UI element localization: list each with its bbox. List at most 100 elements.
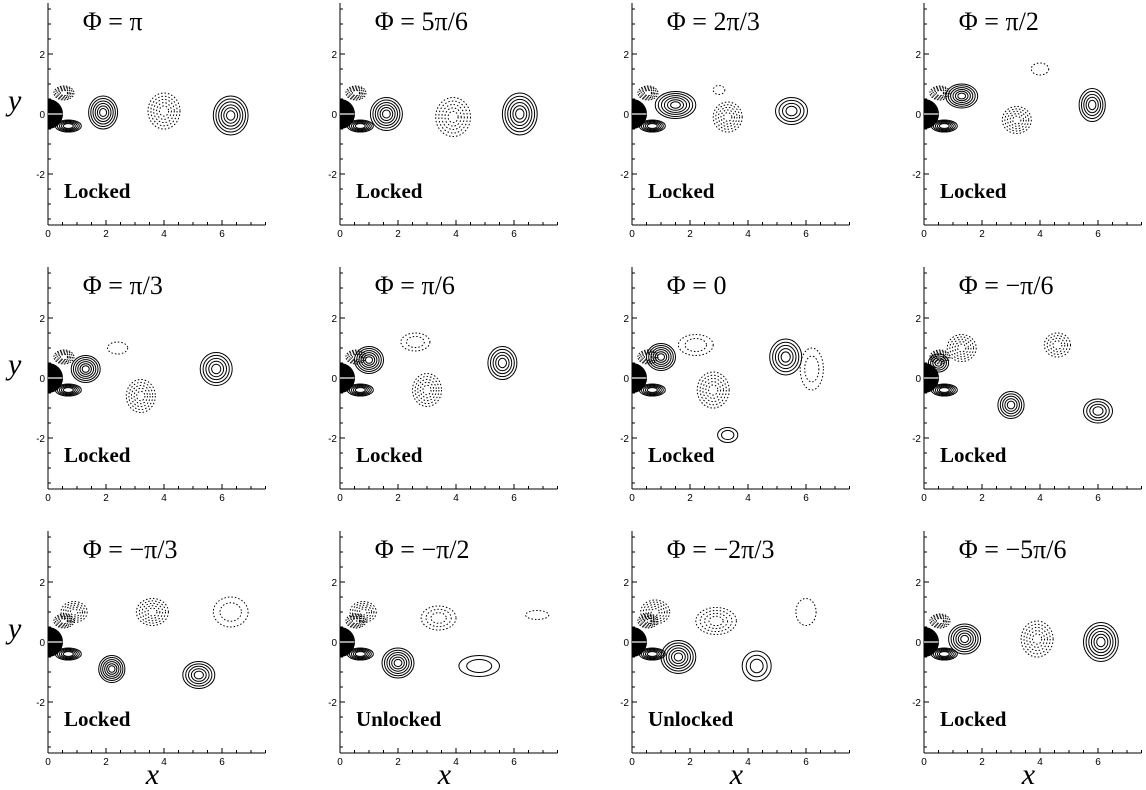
negative-vorticity-contour bbox=[1032, 633, 1043, 645]
shear-layer-contour bbox=[345, 349, 367, 365]
y-axis-label: y bbox=[5, 348, 22, 381]
positive-vorticity-contour bbox=[515, 108, 525, 120]
shear-layer-contour bbox=[934, 616, 946, 626]
shear-layer-contour bbox=[637, 613, 659, 629]
shear-layer-contour bbox=[60, 386, 76, 394]
negative-vorticity-contour bbox=[138, 600, 166, 624]
x-tick-label: 6 bbox=[1095, 229, 1101, 240]
contour-panel: 2 0 -2 0 2 4 6 Φ = −π/2 Unlocked bbox=[328, 531, 558, 768]
negative-vorticity-contour bbox=[1026, 626, 1048, 652]
shear-layer-contour bbox=[936, 122, 952, 130]
negative-vorticity-contour bbox=[1007, 110, 1027, 130]
negative-vorticity-contour bbox=[447, 110, 459, 124]
x-tick-label: 4 bbox=[745, 757, 751, 768]
shear-layer-contour bbox=[936, 650, 952, 658]
shear-layer-contour bbox=[60, 122, 76, 130]
phase-label: Φ = −π/6 bbox=[959, 271, 1054, 300]
shear-layer-contour bbox=[646, 651, 658, 657]
positive-vorticity-contour bbox=[497, 357, 507, 369]
negative-vorticity-contour bbox=[136, 390, 146, 402]
negative-vorticity-contour bbox=[417, 378, 437, 402]
positive-vorticity-contour bbox=[775, 97, 808, 125]
positive-vorticity-contour bbox=[745, 654, 768, 678]
positive-vorticity-contour bbox=[381, 647, 415, 679]
positive-vorticity-contour bbox=[77, 361, 95, 377]
negative-vorticity-contour bbox=[419, 381, 435, 399]
shear-layer-contour bbox=[53, 349, 75, 365]
shear-layer-contour bbox=[644, 386, 660, 394]
y-tick-label: -2 bbox=[620, 434, 629, 445]
shear-layer-contour bbox=[54, 383, 82, 397]
positive-vorticity-contour bbox=[501, 92, 538, 136]
shear-layer-contour bbox=[932, 87, 948, 99]
phase-label: Φ = −π/2 bbox=[375, 535, 470, 564]
shear-layer-contour bbox=[643, 89, 653, 97]
shear-layer-contour bbox=[54, 647, 82, 661]
positive-vorticity-contour bbox=[108, 665, 116, 673]
positive-vorticity-contour bbox=[81, 365, 90, 373]
shear-layer-contour bbox=[642, 88, 654, 98]
positive-vorticity-contour bbox=[1086, 401, 1110, 421]
negative-vorticity-contour bbox=[1020, 620, 1054, 658]
lock-state-label: Unlocked bbox=[648, 707, 734, 731]
positive-vorticity-contour bbox=[374, 102, 398, 126]
negative-vorticity-contour bbox=[219, 602, 242, 622]
y-tick-label: -2 bbox=[620, 170, 629, 181]
shear-layer-contour bbox=[350, 385, 370, 395]
shear-layer-contour bbox=[640, 120, 664, 132]
lock-state-label: Locked bbox=[356, 443, 423, 467]
negative-vorticity-contour bbox=[438, 100, 468, 134]
positive-vorticity-contour bbox=[741, 650, 772, 682]
positive-vorticity-contour bbox=[208, 360, 225, 378]
x-tick-label: 4 bbox=[161, 229, 167, 240]
x-tick-label: 2 bbox=[979, 493, 985, 504]
negative-vorticity-contour bbox=[153, 98, 175, 124]
x-tick-label: 6 bbox=[1095, 493, 1101, 504]
negative-vorticity-contour bbox=[957, 343, 967, 353]
negative-vorticity-contour bbox=[1012, 115, 1022, 125]
phase-label: Φ = π/6 bbox=[375, 271, 455, 300]
shear-layer-contour bbox=[348, 351, 364, 363]
shear-layer-contour bbox=[354, 651, 366, 657]
negative-vorticity-contour bbox=[131, 384, 151, 408]
positive-vorticity-contour bbox=[957, 92, 967, 100]
negative-vorticity-contour bbox=[717, 106, 738, 128]
shear-layer-contour bbox=[352, 650, 368, 658]
lock-state-label: Locked bbox=[64, 443, 131, 467]
shear-layer-contour bbox=[56, 120, 80, 132]
y-tick-label: 0 bbox=[39, 638, 45, 649]
phase-label: Φ = 5π/6 bbox=[375, 7, 468, 36]
shear-layer-contour bbox=[935, 89, 945, 97]
negative-vorticity-contour bbox=[642, 601, 668, 623]
shear-layer-contour bbox=[347, 614, 365, 628]
positive-vorticity-contour bbox=[960, 634, 969, 644]
positive-vorticity-contour bbox=[1006, 400, 1016, 410]
y-tick-label: 2 bbox=[915, 50, 921, 61]
positive-vorticity-contour bbox=[945, 83, 979, 109]
shear-layer-contour bbox=[643, 353, 653, 361]
contour-panel: 2 0 -2 0 2 4 6 Φ = −π/3 Locked bbox=[36, 531, 266, 768]
shear-layer-contour bbox=[350, 352, 362, 362]
shear-layer-contour bbox=[56, 615, 72, 627]
y-tick-label: -2 bbox=[620, 698, 629, 709]
shear-layer-contour bbox=[55, 614, 73, 628]
positive-vorticity-contour bbox=[955, 630, 974, 648]
shear-layer-contour bbox=[58, 121, 78, 131]
positive-vorticity-contour bbox=[660, 95, 691, 115]
shear-layer-contour bbox=[345, 613, 367, 629]
shear-layer-contour bbox=[934, 352, 946, 362]
x-tick-label: 6 bbox=[511, 493, 517, 504]
negative-vorticity-contour bbox=[954, 341, 969, 355]
positive-vorticity-contour bbox=[930, 355, 947, 371]
positive-vorticity-contour bbox=[1088, 627, 1114, 657]
y-tick-label: -2 bbox=[912, 698, 921, 709]
x-tick-label: 0 bbox=[337, 229, 343, 240]
positive-vorticity-contour bbox=[487, 346, 518, 380]
negative-vorticity-contour bbox=[128, 381, 154, 411]
positive-vorticity-contour bbox=[377, 104, 396, 124]
positive-vorticity-contour bbox=[957, 632, 972, 646]
shear-layer-contour bbox=[642, 616, 654, 626]
y-tick-label: 0 bbox=[623, 638, 629, 649]
y-tick-label: 2 bbox=[623, 578, 629, 589]
negative-vorticity-contour bbox=[67, 606, 81, 618]
